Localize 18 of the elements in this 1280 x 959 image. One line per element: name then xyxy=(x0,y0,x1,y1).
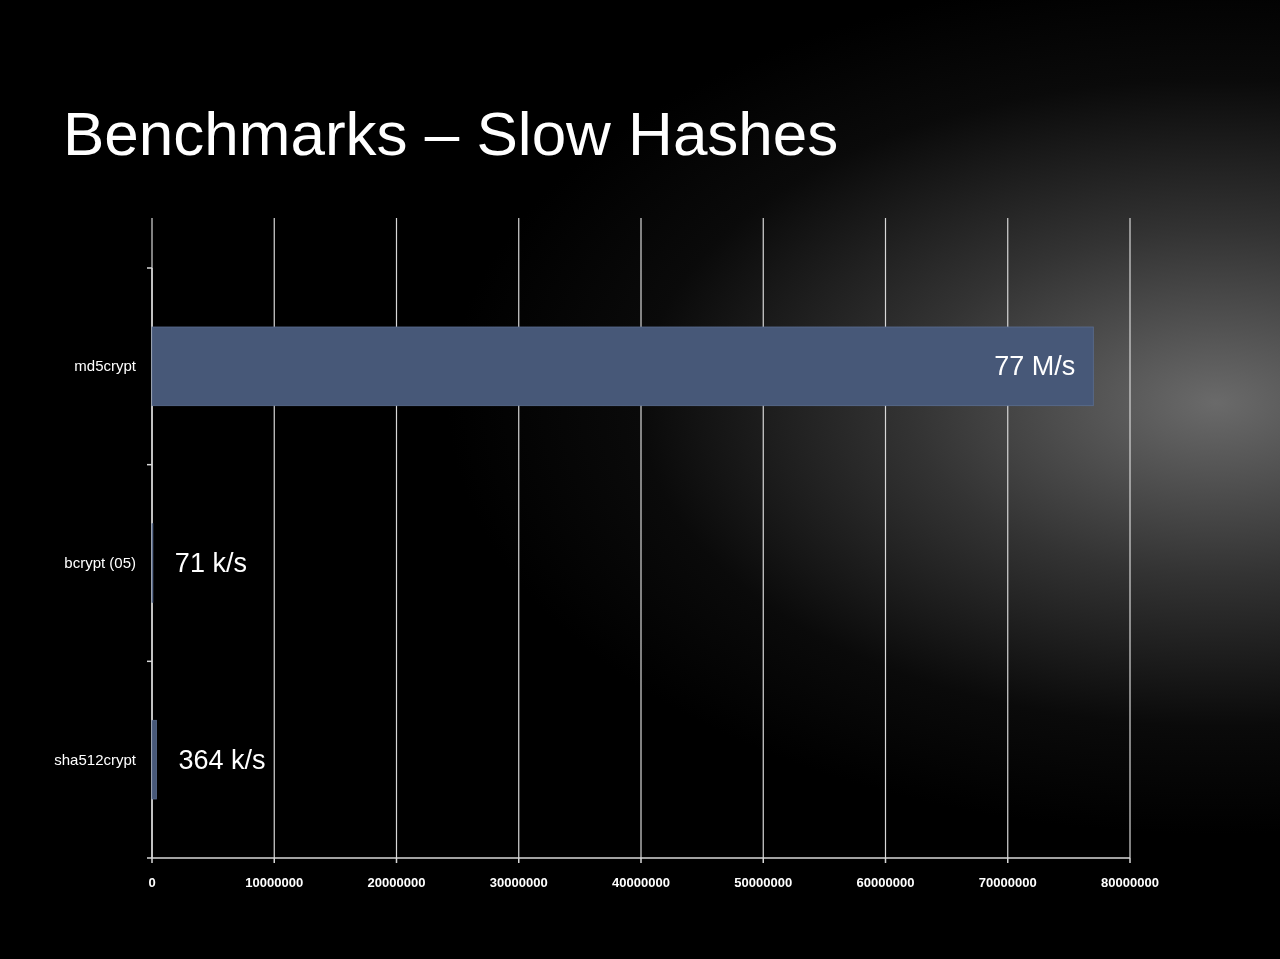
x-tick-label: 30000000 xyxy=(489,875,548,890)
y-tick-label: bcrypt (05) xyxy=(64,554,136,571)
x-tick-label: 50000000 xyxy=(734,875,793,890)
x-tick-label: 10000000 xyxy=(245,875,304,890)
bar xyxy=(151,326,1094,407)
x-tick-label: 0 xyxy=(148,875,156,890)
x-tick-label: 40000000 xyxy=(612,875,670,890)
chart-title: Benchmarks – Slow Hashes xyxy=(63,99,839,168)
bar xyxy=(151,719,157,800)
data-label: 77 M/s xyxy=(994,351,1076,382)
x-tick-label: 70000000 xyxy=(978,875,1037,890)
x-tick-label: 60000000 xyxy=(856,875,915,890)
data-label: 71 k/s xyxy=(174,548,247,578)
y-tick-label: md5crypt xyxy=(74,357,137,375)
x-tick-label: 20000000 xyxy=(367,875,426,890)
data-label: 364 k/s xyxy=(178,744,266,775)
x-tick-label: 80000000 xyxy=(1101,875,1159,890)
y-tick-label: sha512crypt xyxy=(54,750,137,768)
